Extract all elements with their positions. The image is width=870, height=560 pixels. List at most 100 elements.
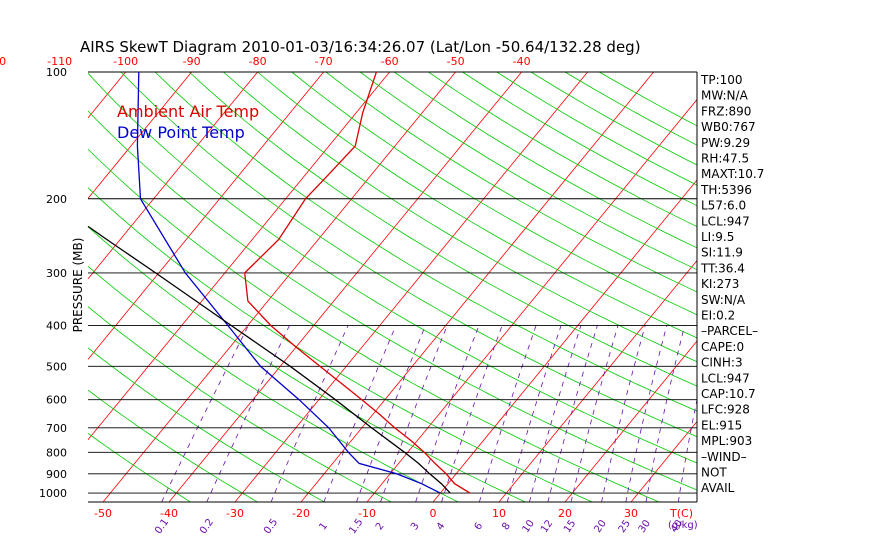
pressure-tick-label: 300 (46, 267, 67, 280)
dry-adiabat-line (462, 71, 698, 207)
legend-ambient-air-temp: Ambient Air Temp (117, 102, 259, 121)
mixing-ratio-tick-label: 10 (521, 518, 537, 535)
dry-adiabat-line (87, 73, 698, 464)
mixing-ratio-tick-label: 8 (500, 521, 513, 533)
mixing-ratio-tick-label: 1 (317, 521, 330, 533)
dry-adiabat-line (87, 110, 698, 491)
isotherm-line (630, 421, 698, 503)
mixing-ratio-tick-label: 20 (592, 518, 608, 535)
index-label: CAP:10.7 (701, 387, 756, 401)
index-label: MPL:903 (701, 434, 752, 448)
index-label: EI:0.2 (701, 309, 735, 323)
pressure-tick-label: 200 (46, 193, 67, 206)
bottom-temp-tick-label: -20 (292, 507, 310, 520)
mixing-ratio-tick-label: 30 (637, 518, 653, 535)
isotherm-line (87, 71, 192, 199)
parcel-profile-line (87, 225, 451, 494)
index-label: FRZ:890 (701, 104, 751, 118)
mixing-ratio-line (479, 325, 537, 503)
index-label: L57:6.0 (701, 199, 746, 213)
dry-adiabat-line (496, 71, 698, 186)
mixing-ratio-lines (161, 325, 698, 503)
sounding-series (87, 71, 471, 494)
mixing-ratio-tick-label: 12 (539, 518, 555, 535)
mixing-ratio-line (270, 325, 349, 503)
isotherm-line (498, 260, 698, 503)
chart-legend: Ambient Air Temp Dew Point Temp (117, 102, 259, 142)
index-label: –PARCEL– (701, 324, 758, 338)
bottom-temp-tick-label: 20 (558, 507, 572, 520)
dry-adiabat-line (87, 389, 258, 503)
isotherm-line (300, 71, 654, 503)
dry-adiabat-line (564, 71, 698, 146)
bottom-temp-tick-label: -50 (94, 507, 112, 520)
index-label: KI:273 (701, 277, 739, 291)
isotherm-line (366, 99, 698, 503)
bottom-temp-tick-label: -30 (226, 507, 244, 520)
dry-adiabat-line (428, 71, 698, 227)
mixing-ratio-tick-label: 0.2 (198, 517, 216, 536)
bottom-temp-tick-label: 10 (492, 507, 506, 520)
bottom-temp-tick-label: 30 (624, 507, 638, 520)
dry-adiabat-line (87, 266, 459, 503)
dry-adiabat-line (87, 347, 325, 503)
index-label: MW:N/A (701, 89, 749, 103)
top-temp-tick-label: -110 (47, 55, 72, 68)
dry-adiabat-line (120, 71, 698, 438)
index-label: CAPE:0 (701, 340, 744, 354)
isotherm-line (432, 179, 698, 503)
dry-adiabat-line (257, 71, 698, 339)
index-label: RH:47.5 (701, 152, 749, 166)
dry-adiabat-line (154, 71, 698, 412)
dry-adiabat-line (87, 432, 191, 503)
isotherm-line (87, 71, 390, 441)
mixing-ratio-unit: (g/kg) (668, 520, 698, 531)
index-label: LCL:947 (701, 214, 750, 228)
dry-adiabat-line (359, 71, 698, 271)
legend-dew-point-temp: Dew Point Temp (117, 123, 245, 142)
top-temp-tick-label: -50 (447, 55, 465, 68)
dry-adiabat-line (223, 71, 698, 363)
mixing-ratio-tick-label: 25 (617, 518, 633, 535)
mixing-ratio-line (677, 399, 698, 503)
mixing-ratio-line (206, 325, 290, 503)
pressure-tick-label: 500 (46, 360, 67, 373)
dry-adiabat-line (87, 226, 526, 503)
index-label: CINH:3 (701, 356, 743, 370)
mixing-ratio-line (529, 325, 582, 503)
axis-labels: 1002003004005006007008009001000-120-110-… (0, 55, 698, 536)
index-label: TT:36.4 (700, 261, 745, 275)
dry-adiabat-line (188, 71, 698, 387)
pressure-tick-label: 600 (46, 394, 67, 407)
top-temp-tick-label: -90 (183, 55, 201, 68)
dry-adiabat-line (291, 71, 698, 316)
isotherm-line (168, 71, 522, 503)
index-label: SI:11.9 (701, 246, 743, 260)
isotherm-line (564, 340, 698, 503)
index-label: TP:100 (700, 73, 743, 87)
bottom-temp-tick-label: -40 (160, 507, 178, 520)
index-label: PW:9.29 (701, 136, 750, 150)
mixing-ratio-line (356, 325, 426, 503)
top-temp-tick-label: -60 (381, 55, 399, 68)
index-label: MAXT:10.7 (701, 167, 764, 181)
index-label: LI:9.5 (701, 230, 734, 244)
mixing-ratio-tick-label: 3 (409, 521, 422, 533)
isotherm-lines (87, 71, 698, 503)
mixing-ratio-line (645, 325, 686, 503)
isotherm-line (234, 71, 588, 503)
mixing-ratio-tick-label: 15 (562, 518, 578, 535)
index-label: LCL:947 (701, 371, 750, 385)
bottom-temp-tick-label: 0 (430, 507, 437, 520)
dry-adiabat-line (87, 306, 392, 503)
pressure-tick-label: 900 (46, 468, 67, 481)
isobar-lines (88, 71, 698, 503)
mixing-ratio-line (415, 325, 480, 503)
top-temp-tick-label: -80 (249, 55, 267, 68)
index-label: LFC:928 (701, 403, 750, 417)
pressure-tick-label: 1000 (39, 487, 67, 500)
mixing-ratio-tick-label: 0.5 (262, 517, 280, 536)
pressure-tick-label: 800 (46, 446, 67, 459)
isotherm-line (87, 71, 258, 280)
